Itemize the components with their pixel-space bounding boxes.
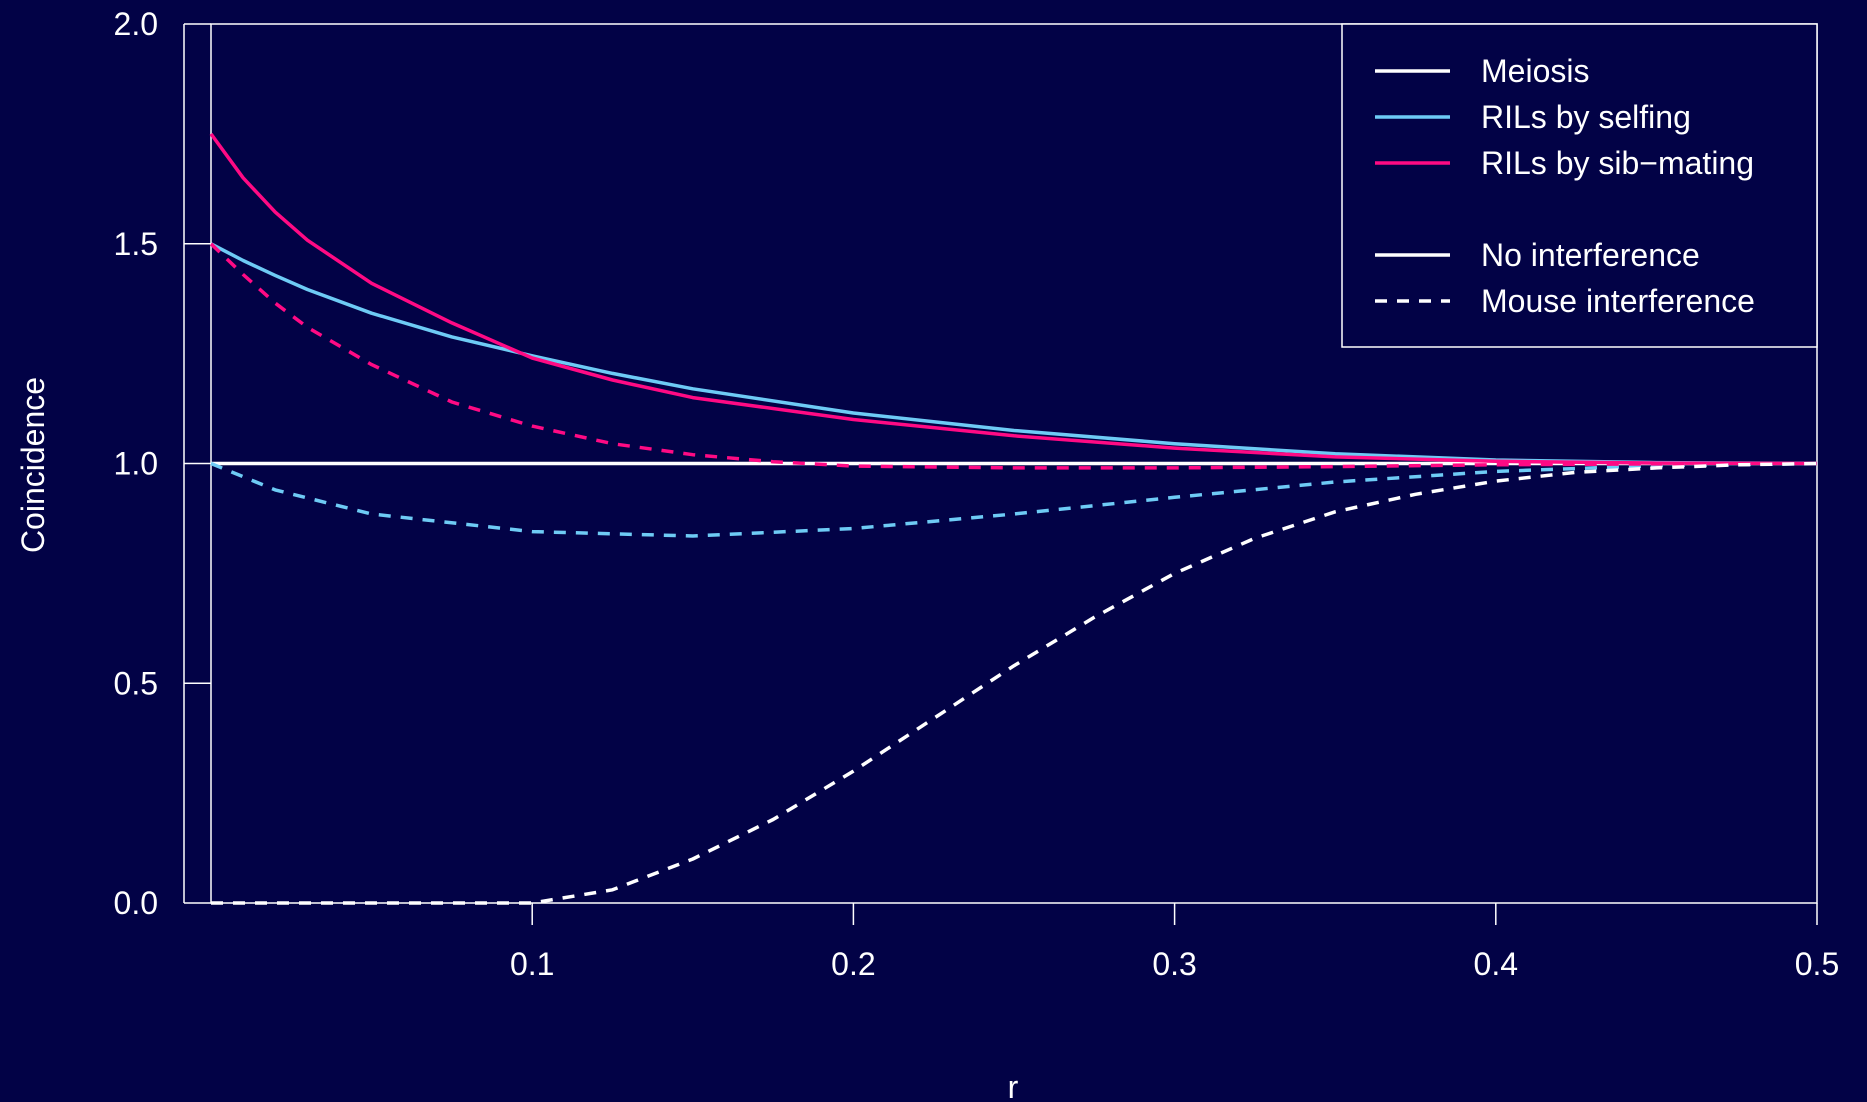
x-axis-label: r [1008,1069,1019,1102]
x-tick-label: 0.4 [1474,946,1518,982]
axes-layer: 0.1 0.2 0.3 0.4 0.5 0.0 0.5 1.0 1.5 2.0 [114,6,1840,982]
legend-label: RILs by selfing [1481,99,1691,135]
x-tick-label: 0.1 [510,946,554,982]
series-line-6-dashed [211,461,1818,905]
x-tick-label: 0.2 [831,946,875,982]
y-tick-label: 1.5 [114,226,158,262]
series-line-2-solid [210,242,1818,466]
legend-label: Mouse interference [1481,283,1755,319]
legend-label: RILs by sib−mating [1481,145,1754,181]
legend-label: No interference [1481,237,1700,273]
legend: Meiosis RILs by selfing RILs by sib−mating… [1341,23,1818,348]
series-line-3-solid [209,132,1818,466]
y-axis-label: Coincidence [15,377,51,553]
x-tick-label: 0.5 [1795,946,1839,982]
x-tick-label: 0.3 [1152,946,1196,982]
series-line-4-dashed [210,461,1818,538]
series-layer [209,132,1818,905]
y-tick-label: 0.5 [114,665,158,701]
legend-label: Meiosis [1481,53,1589,89]
y-tick-label: 0.0 [114,885,158,921]
series-line-5-dashed [209,242,1818,470]
y-tick-label: 2.0 [114,6,158,42]
legend-box [1341,23,1818,348]
y-tick-label: 1.0 [114,446,158,482]
